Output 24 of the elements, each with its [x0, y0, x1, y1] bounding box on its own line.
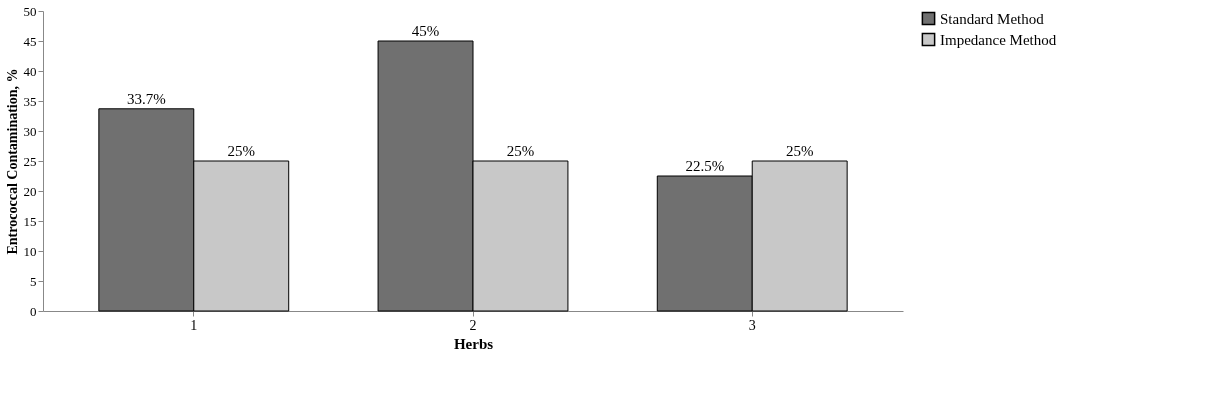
- y-axis-title: Entrococcal Contamination, %: [4, 68, 20, 255]
- y-tick-label: 20: [23, 183, 37, 199]
- y-tick-label: 5: [30, 273, 37, 289]
- data-label: 22.5%: [685, 158, 725, 174]
- data-label: 45%: [411, 23, 440, 39]
- legend-label: Standard Method: [940, 10, 1045, 27]
- data-label: 25%: [506, 143, 535, 159]
- x-tick-label: 3: [748, 317, 756, 333]
- legend-label: Impedance Method: [940, 31, 1057, 48]
- y-tick-label: 45: [23, 33, 37, 49]
- y-tick-label: 0: [30, 303, 37, 319]
- data-label: 33.7%: [126, 90, 166, 107]
- y-tick-label: 15: [23, 213, 37, 229]
- y-tick-label: 40: [23, 63, 37, 79]
- data-label: 25%: [785, 143, 814, 159]
- y-tick-label: 35: [23, 93, 37, 109]
- y-tick-label: 10: [23, 243, 37, 259]
- x-tick-label: 2: [469, 317, 477, 333]
- x-tick-label: 1: [190, 317, 198, 333]
- x-axis-title: Herbs: [453, 335, 494, 352]
- y-tick-label: 25: [23, 153, 37, 169]
- y-tick-label: 30: [23, 123, 37, 139]
- data-label: 25%: [227, 143, 255, 159]
- y-tick-label: 50: [23, 3, 37, 19]
